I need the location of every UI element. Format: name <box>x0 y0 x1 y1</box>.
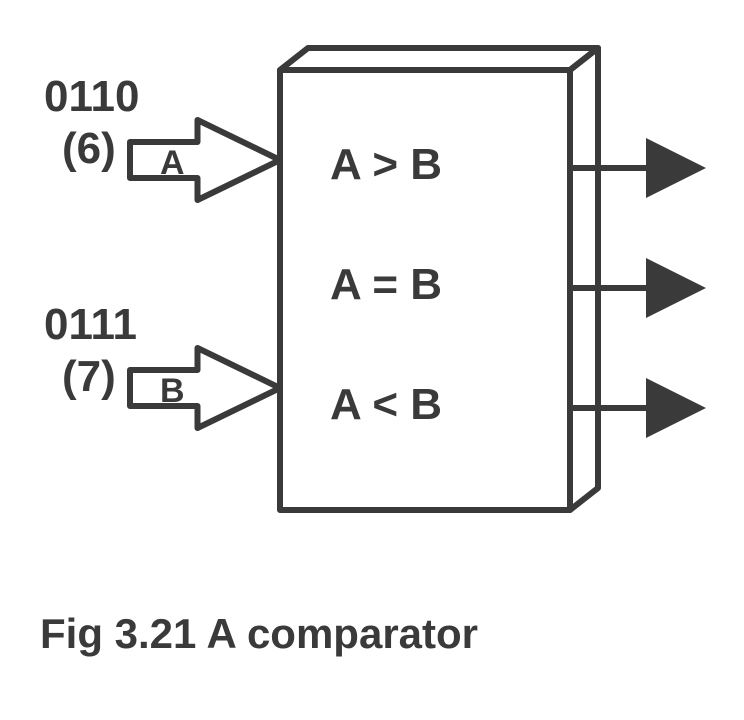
input-b-binary: 0111 <box>44 300 137 350</box>
output-label-2: A < B <box>330 380 442 430</box>
output-label-1: A = B <box>330 260 442 310</box>
input-a-arrow-label: A <box>160 144 185 183</box>
input-a-decimal: (6) <box>62 124 116 174</box>
input-b-decimal: (7) <box>62 352 116 402</box>
figure-caption: Fig 3.21 A comparator <box>40 610 478 658</box>
input-a-binary: 0110 <box>44 72 139 122</box>
input-b-arrow-label: B <box>160 372 185 411</box>
output-label-0: A > B <box>330 140 442 190</box>
